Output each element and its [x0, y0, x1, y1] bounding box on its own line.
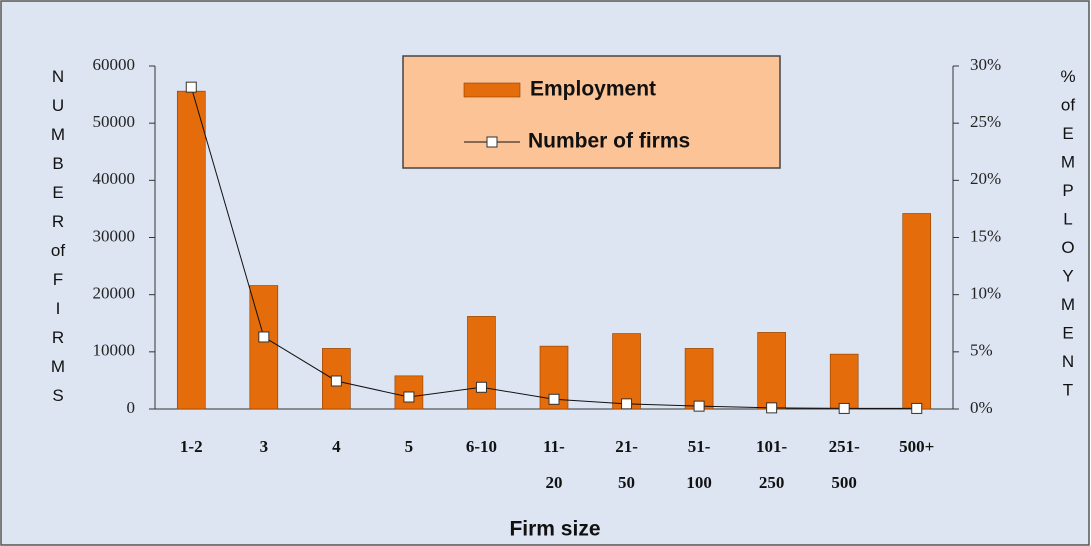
marker: [548, 393, 560, 405]
bar: [829, 353, 859, 410]
y-tick-label: 30000: [93, 226, 136, 245]
y2-tick-label: 25%: [970, 112, 1001, 131]
marker: [330, 375, 342, 387]
x-tick-label: 4: [332, 437, 341, 456]
x-tick-label: 21-50: [615, 437, 638, 492]
y-tick-label: 50000: [93, 112, 136, 131]
legend-label: Number of firms: [528, 130, 690, 153]
marker: [185, 81, 197, 93]
x-tick-label: 6-10: [466, 437, 497, 456]
bar: [684, 348, 714, 410]
legend-box: [402, 55, 781, 169]
bar: [467, 316, 496, 410]
x-tick-label: 11-20: [543, 437, 565, 492]
x-tick-label: 3: [260, 437, 269, 456]
y-tick-label: 60000: [93, 55, 136, 74]
y2-tick-label: 5%: [970, 341, 993, 360]
x-tick-label: 1-2: [180, 437, 203, 456]
marker: [403, 391, 415, 403]
marker: [838, 402, 850, 414]
marker: [475, 381, 487, 393]
legend-marker: [486, 136, 498, 148]
y2-tick-label: 30%: [970, 55, 1001, 74]
x-tick-label: 500+: [899, 437, 934, 456]
x-tick-label: 101-250: [756, 437, 788, 492]
marker: [258, 331, 270, 343]
x-tick-label: 51-100: [686, 437, 712, 492]
marker: [621, 398, 633, 410]
bar: [757, 332, 786, 410]
legend-label: Employment: [530, 78, 656, 101]
x-axis-title: Firm size: [509, 518, 600, 541]
x-tick-label: 251-500: [829, 437, 861, 492]
y-tick-label: 20000: [93, 284, 136, 303]
x-tick-label: 5: [405, 437, 414, 456]
y2-tick-label: 15%: [970, 226, 1001, 245]
marker: [693, 400, 705, 412]
marker: [766, 402, 778, 414]
y2-axis-title: % of E M P L O Y M E N T: [1060, 67, 1075, 400]
bar: [612, 333, 641, 410]
y-tick-label: 0: [127, 398, 136, 417]
y2-tick-label: 20%: [970, 169, 1001, 188]
y-tick-label: 10000: [93, 341, 136, 360]
bar: [176, 90, 206, 410]
marker: [911, 402, 923, 414]
legend-swatch: [463, 82, 521, 98]
y-tick-label: 40000: [93, 169, 136, 188]
y2-tick-label: 0%: [970, 398, 993, 417]
y2-tick-label: 10%: [970, 284, 1001, 303]
bar: [902, 213, 932, 410]
